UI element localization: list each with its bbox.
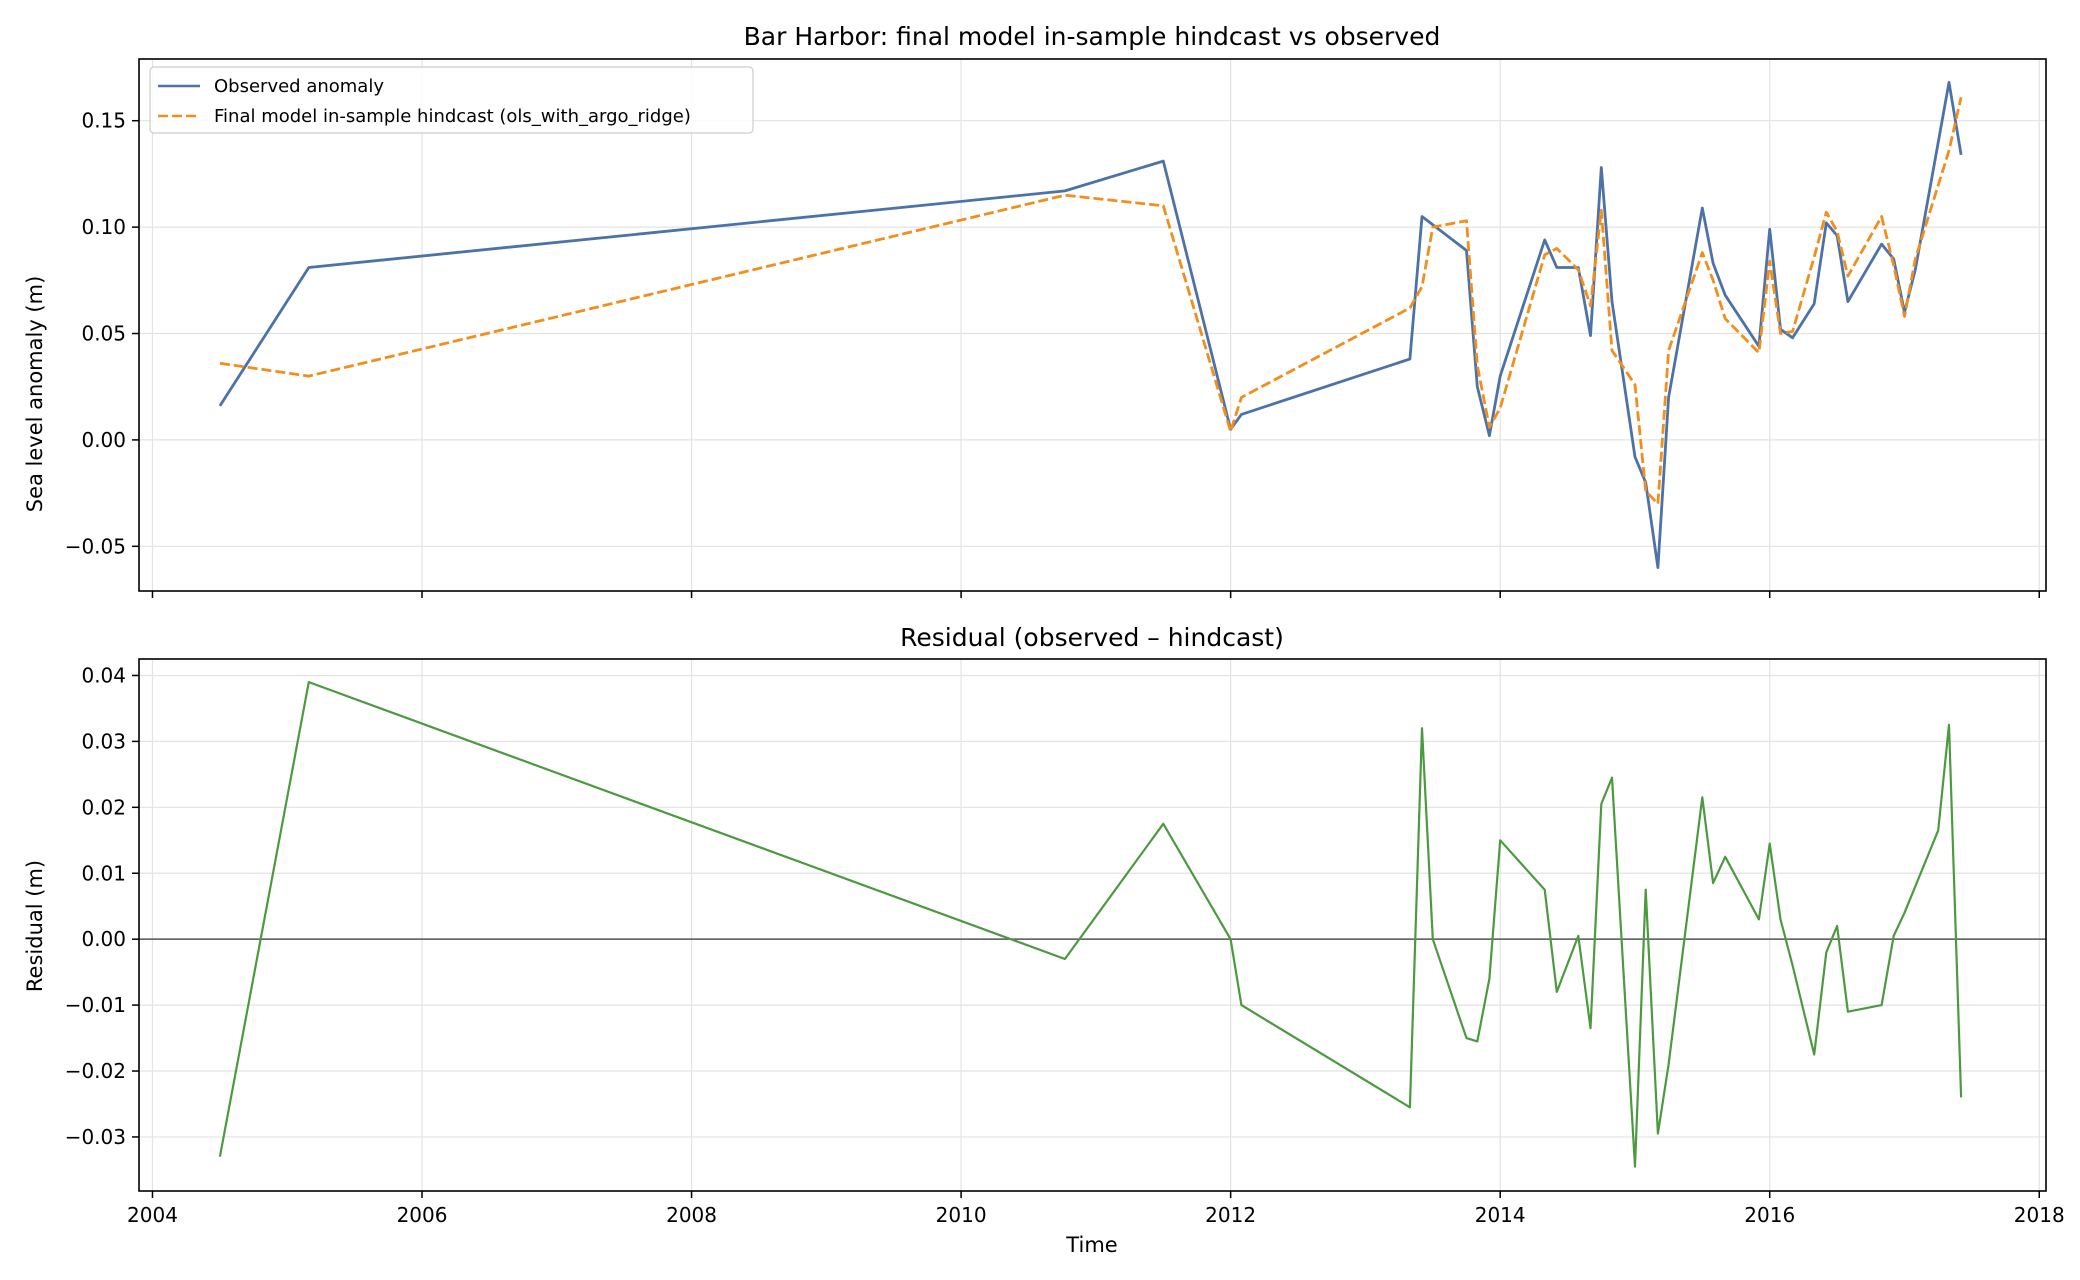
y-axis-label: Sea level anomaly (m)	[23, 276, 47, 513]
y-ticks: −0.03 −0.02 −0.01 0.00 0.01 0.02 0.03 0.04	[65, 663, 139, 1149]
x-tick-label: 2018	[2014, 1203, 2065, 1227]
legend-box	[149, 66, 754, 134]
chart-title: Bar Harbor: final model in-sample hindca…	[744, 22, 1441, 51]
plot-frame	[138, 58, 2047, 592]
x-tick-label: 2014	[1475, 1203, 1526, 1227]
series-line-0	[218, 680, 1963, 1168]
y-tick-label: −0.05	[65, 534, 126, 558]
y-tick-label: 0.00	[81, 428, 126, 452]
y-tick-label: 0.10	[81, 215, 126, 239]
legend-entry-observed: Observed anomaly	[214, 76, 384, 97]
x-ticks	[151, 591, 2041, 598]
x-tick-label: 2006	[397, 1203, 448, 1227]
y-tick-label: −0.01	[65, 993, 126, 1017]
y-tick-label: 0.04	[81, 663, 126, 687]
residual-panel: Residual (observed – hindcast) Residual …	[23, 623, 2065, 1257]
y-tick-label: 0.05	[81, 322, 126, 346]
x-tick-label: 2008	[666, 1203, 717, 1227]
y-tick-label: −0.02	[65, 1059, 126, 1083]
grid	[139, 59, 2046, 591]
y-ticks: −0.05 0.00 0.05 0.10 0.15	[65, 109, 139, 558]
series-lines	[218, 680, 1963, 1168]
legend: Observed anomaly Final model in-sample h…	[149, 66, 754, 134]
x-ticks: 2004 2006 2008 2010 2012 2014 2016 2018	[127, 1191, 2065, 1227]
x-tick-label: 2004	[127, 1203, 178, 1227]
x-tick-label: 2010	[936, 1203, 987, 1227]
series-line-0	[218, 81, 1963, 569]
x-axis-label: Time	[1065, 1233, 1117, 1257]
legend-entry-hindcast: Final model in-sample hindcast (ols_with…	[214, 106, 691, 127]
series-lines	[218, 81, 1963, 569]
plot-frame	[138, 658, 2047, 1192]
hindcast-panel: Bar Harbor: final model in-sample hindca…	[23, 22, 2047, 598]
series-line-1	[219, 96, 1963, 506]
grid	[139, 659, 2046, 1191]
y-tick-label: 0.02	[81, 795, 126, 819]
x-tick-label: 2012	[1205, 1203, 1256, 1227]
y-tick-label: 0.01	[81, 861, 126, 885]
y-tick-label: −0.03	[65, 1125, 126, 1149]
y-tick-label: 0.03	[81, 729, 126, 753]
y-tick-label: 0.15	[81, 109, 126, 133]
y-axis-label: Residual (m)	[23, 860, 47, 992]
x-tick-label: 2016	[1744, 1203, 1795, 1227]
chart-title: Residual (observed – hindcast)	[900, 623, 1284, 652]
y-tick-label: 0.00	[81, 927, 126, 951]
